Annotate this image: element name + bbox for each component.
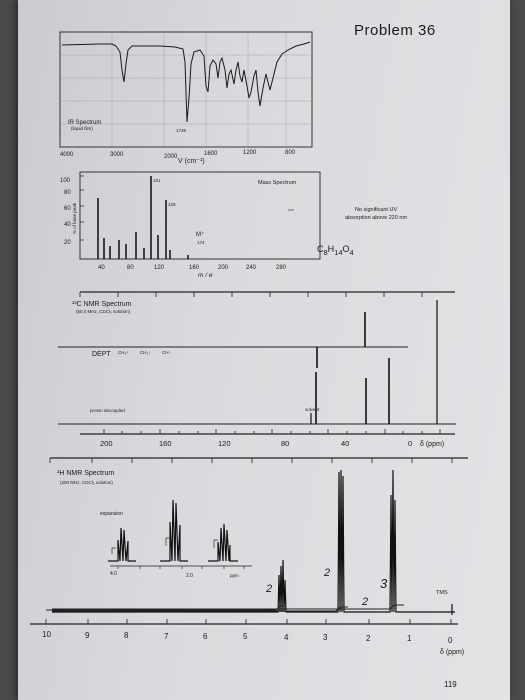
ms-x-tick-120: 120	[154, 265, 165, 271]
h1-nmr-panel: ¹H NMR Spectrum (200 MHz, CDCl₃ solution…	[30, 457, 468, 656]
c13-dept-ch2: CH₂↑	[118, 350, 129, 355]
h1-handwritten-integral-4: 3	[380, 576, 388, 591]
h1-expansion-unit: ppm	[230, 573, 239, 578]
h1-handwritten-integral-3: 2	[361, 596, 368, 608]
ms-molecular-ion: M⁺	[196, 231, 204, 238]
h1-tick-2: 2	[366, 634, 371, 643]
ms-molecular-ion-mz: 174	[197, 240, 205, 245]
h1-title: ¹H NMR Spectrum	[57, 470, 114, 477]
h1-tick-6: 6	[203, 632, 208, 641]
h1-handwritten-integral-1: 2	[265, 583, 272, 595]
h1-expansion-tick-4: 4.0	[110, 571, 117, 577]
c13-decoupled-label: proton decoupled	[90, 408, 125, 413]
h1-tick-0: 0	[448, 636, 453, 645]
ms-y-tick-80: 80	[64, 190, 71, 196]
c13-tick-0: 0	[408, 439, 412, 448]
h1-subtitle: (200 MHz, CDCl₃ solution)	[60, 480, 113, 485]
ir-tick-3000: 3000	[110, 152, 124, 158]
c13-title: ¹³C NMR Spectrum	[72, 301, 132, 308]
h1-tick-3: 3	[323, 633, 328, 642]
c13-x-unit: δ (ppm)	[420, 441, 444, 448]
ir-tick-800: 800	[285, 150, 296, 156]
h1-tick-7: 7	[164, 632, 169, 641]
ir-trace	[61, 41, 311, 123]
h1-expansion-label: expansion	[100, 511, 123, 517]
c13-tick-80: 80	[281, 439, 289, 448]
ms-x-tick-40: 40	[98, 265, 105, 271]
h1-expansion-multiplets	[108, 499, 238, 562]
ms-y-axis-label: % of base peak	[72, 202, 77, 234]
h1-tick-8: 8	[124, 631, 129, 640]
ir-tick-1600: 1600	[204, 151, 218, 157]
c13-tick-120: 120	[218, 439, 231, 448]
ms-y-tick-100: 100	[60, 178, 71, 184]
mass-spectrum-panel: 100 80 60 40 20 % of base peak 101 129 M…	[60, 171, 321, 279]
ir-tick-1200: 1200	[243, 150, 257, 156]
c13-subtitle: (50.0 MHz, CDCl₃ solution)	[76, 309, 131, 314]
h1-expansion-tick-2: 2.0	[186, 573, 193, 579]
ms-x-tick-160: 160	[189, 265, 200, 271]
problem-title: Problem 36	[354, 22, 436, 39]
ir-tick-2000: 2000	[164, 154, 178, 160]
ms-peak-label-129: 129	[168, 202, 176, 207]
h1-x-unit: δ (ppm)	[440, 649, 464, 656]
h1-tick-4: 4	[284, 633, 289, 642]
c13-solvent-label: solvent	[305, 407, 320, 412]
h1-trace	[52, 469, 455, 613]
ms-x-unit: m / e	[198, 272, 213, 279]
ir-x-unit: V (cm⁻¹)	[178, 158, 205, 165]
ms-y-tick-20: 20	[64, 240, 71, 246]
uv-note-line-1: No significant UV	[354, 207, 398, 213]
c13-dept-ch: CH↑	[162, 350, 171, 355]
ir-title: IR Spectrum	[68, 120, 101, 126]
h1-tick-1: 1	[407, 634, 412, 643]
h1-tick-10: 10	[42, 630, 51, 639]
ir-spectrum-panel: IR Spectrum (liquid film) 1736 4000 3000…	[59, 31, 313, 165]
ms-frame	[79, 171, 321, 260]
ms-x-tick-280: 280	[276, 265, 287, 271]
ms-peak-label-101: 101	[153, 178, 161, 183]
textbook-page	[18, 0, 510, 700]
ir-frame	[59, 31, 313, 148]
c13-tick-160: 160	[159, 439, 172, 448]
h1-integral-traces	[46, 604, 404, 612]
uv-note-line-2: absorption above 220 nm	[345, 215, 408, 221]
h1-tick-9: 9	[85, 631, 90, 640]
c13-dept-label: DEPT	[92, 351, 111, 358]
ir-peak-label: 1736	[176, 128, 187, 133]
ms-formula: C8H14O4	[317, 244, 354, 257]
c13-tick-200: 200	[100, 439, 113, 448]
c13-tick-40: 40	[341, 439, 349, 448]
ir-subtitle: (liquid film)	[71, 126, 93, 131]
h1-handwritten-integral-2: 2	[323, 567, 330, 579]
h1-tick-5: 5	[243, 632, 248, 641]
page-number: 119	[444, 680, 457, 689]
ir-tick-4000: 4000	[60, 152, 74, 158]
c13-dept-ch3: CH₃↑	[140, 350, 151, 355]
ms-y-tick-60: 60	[64, 206, 71, 212]
ms-bars	[97, 176, 189, 259]
ms-title: Mass Spectrum	[258, 180, 297, 186]
ms-y-tick-40: 40	[64, 222, 71, 228]
h1-tms-label: TMS	[436, 590, 448, 596]
ms-x-tick-80: 80	[127, 265, 134, 271]
ms-x-tick-240: 240	[246, 265, 257, 271]
c13-nmr-panel: ¹³C NMR Spectrum (50.0 MHz, CDCl₃ soluti…	[58, 291, 456, 448]
uv-note: No significant UV absorption above 220 n…	[345, 206, 407, 222]
ms-x-tick-200: 200	[218, 265, 229, 271]
